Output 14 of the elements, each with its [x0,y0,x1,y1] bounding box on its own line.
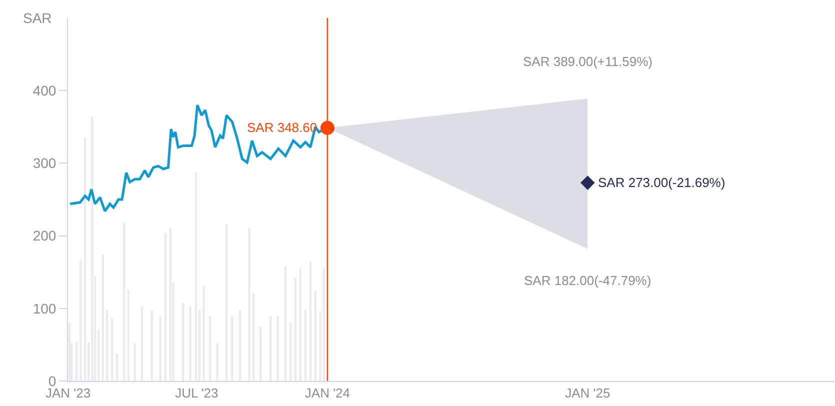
bar [322,268,325,381]
y-tick-label: 300 [32,155,56,172]
y-tick-label: 100 [32,300,56,316]
annotation: SAR 348.60 [247,120,318,135]
x-tick-label: JUL '23 [175,386,218,401]
bar [68,322,70,381]
y-axis-title: SAR [23,10,52,26]
annotation: SAR 182.00(-47.79%) [524,273,652,288]
y-tick-label: 400 [32,82,56,98]
y-tick-label: 200 [32,228,56,244]
x-tick-label: JAN '25 [565,386,610,401]
x-tick-label: JAN '24 [304,386,350,401]
annotation: SAR 273.00(-21.69%) [598,175,726,190]
annotation: SAR 389.00(+11.59%) [523,54,652,69]
